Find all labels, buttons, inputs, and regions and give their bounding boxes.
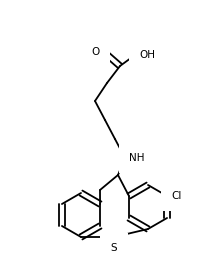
Text: O: O: [92, 47, 100, 57]
Text: Cl: Cl: [171, 191, 181, 201]
Text: OH: OH: [139, 50, 155, 60]
Text: NH: NH: [129, 153, 144, 163]
Text: S: S: [111, 243, 117, 253]
